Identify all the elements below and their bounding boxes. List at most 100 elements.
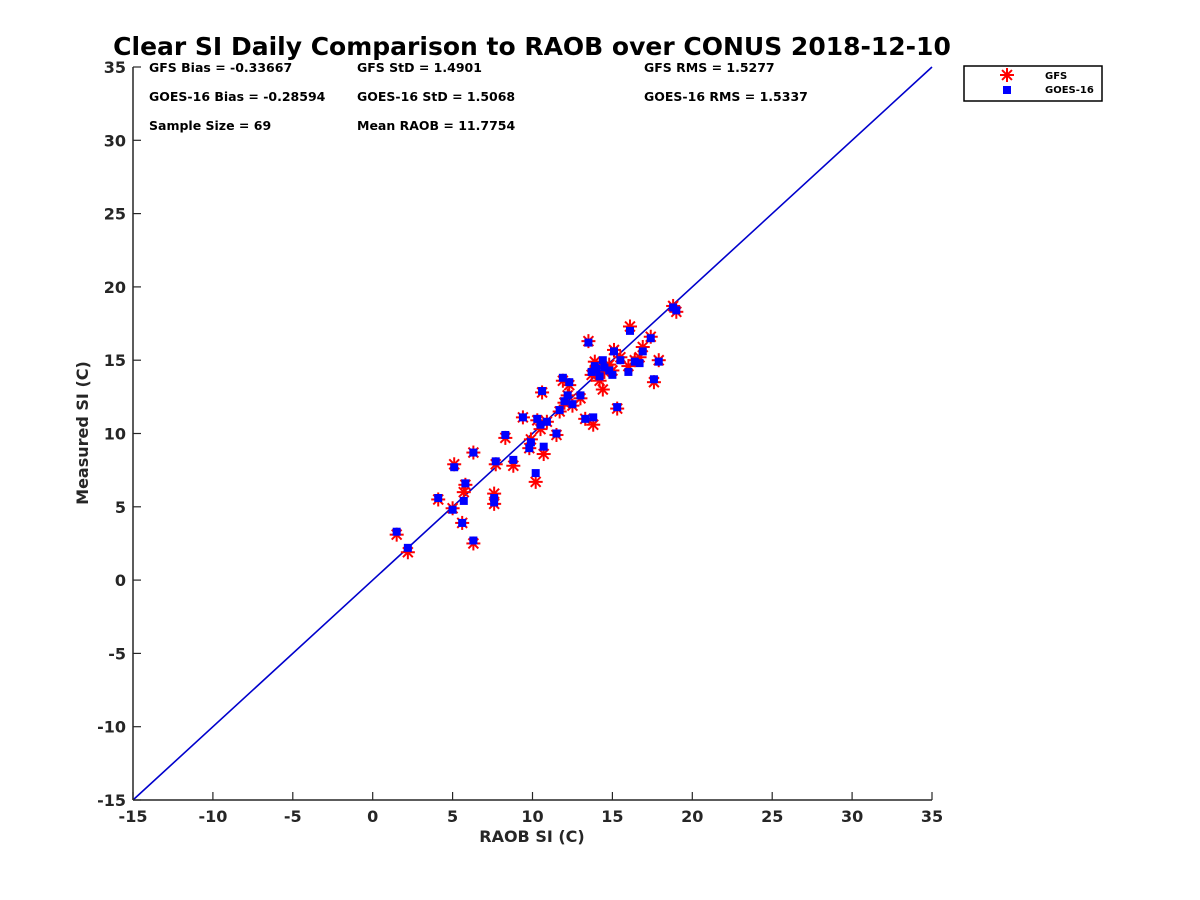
goes16-point	[490, 498, 499, 507]
y-tick-label: -10	[97, 718, 126, 737]
goes16-point	[450, 463, 459, 472]
x-tick-label: -15	[119, 807, 148, 826]
goes16-point	[576, 391, 585, 400]
goes16-point	[624, 367, 633, 376]
goes16-point	[490, 494, 499, 503]
y-axis-label: Measured SI (C)	[73, 361, 92, 505]
y-tick-label: 0	[115, 571, 126, 590]
x-axis-label: RAOB SI (C)	[479, 827, 584, 846]
y-tick-label: 35	[104, 58, 126, 77]
goes16-point	[609, 347, 618, 356]
goes16-point	[605, 366, 614, 375]
y-tick-label: 25	[104, 205, 126, 224]
stat-annotation: GFS Bias = -0.33667	[149, 60, 292, 75]
goes16-point	[608, 370, 617, 379]
goes16-point	[600, 363, 609, 372]
stat-annotation: Mean RAOB = 11.7754	[357, 118, 515, 133]
goes16-point	[525, 444, 534, 453]
y-tick-label: 20	[104, 278, 126, 297]
goes16-point	[563, 391, 572, 400]
goes16-point	[392, 527, 401, 536]
goes16-point	[638, 347, 647, 356]
gfs-point	[536, 447, 551, 462]
goes16-point	[598, 356, 607, 365]
legend-gfs-asterisk	[1000, 68, 1014, 82]
x-tick-label: 20	[681, 807, 703, 826]
goes16-point	[625, 326, 634, 335]
stat-annotation: Sample Size = 69	[149, 118, 271, 133]
gfs-point	[595, 382, 610, 397]
goes16-point	[459, 496, 468, 505]
goes16-point	[646, 334, 655, 343]
goes16-point	[539, 442, 548, 451]
goes16-point	[672, 306, 681, 315]
y-tick-label: 10	[104, 425, 126, 444]
goes16-point	[552, 429, 561, 438]
goes16-point	[469, 448, 478, 457]
goes16-point	[654, 357, 663, 366]
goes16-point	[501, 430, 510, 439]
goes16-point	[518, 413, 527, 422]
goes16-point	[595, 372, 604, 381]
goes16-point	[526, 438, 535, 447]
y-tick-label: 15	[104, 351, 126, 370]
goes16-point	[635, 359, 644, 368]
x-tick-label: 10	[521, 807, 543, 826]
legend-box	[963, 65, 1103, 102]
y-tick-label: 30	[104, 131, 126, 150]
stat-annotation: GOES-16 RMS = 1.5337	[644, 89, 808, 104]
stat-annotation: GFS RMS = 1.5277	[644, 60, 775, 75]
stat-annotation: GOES-16 Bias = -0.28594	[149, 89, 326, 104]
goes16-point	[613, 403, 622, 412]
x-tick-label: -10	[198, 807, 227, 826]
y-tick-label: 5	[115, 498, 126, 517]
goes16-point	[555, 406, 564, 415]
x-tick-label: -5	[284, 807, 302, 826]
stat-annotation: GOES-16 StD = 1.5068	[357, 89, 515, 104]
gfs-point	[528, 474, 543, 489]
goes16-point	[536, 420, 545, 429]
x-axis-ticks: -15 -10 -5 0 5 10 15 20 25 30 35	[119, 792, 943, 826]
goes16-point	[434, 494, 443, 503]
x-tick-label: 15	[601, 807, 623, 826]
goes16-point	[649, 375, 658, 384]
goes16-point	[531, 469, 540, 478]
goes16-point	[542, 417, 551, 426]
goes16-point	[630, 357, 639, 366]
y-tick-label: -15	[97, 791, 126, 810]
goes16-point	[469, 536, 478, 545]
goes16-point	[538, 386, 547, 395]
legend-gfs-marker	[1000, 68, 1014, 82]
y-axis-ticks: -15 -10 -5 0 5 10 15 20 25 30 35	[97, 58, 141, 810]
statistics-annotations: GFS Bias = -0.33667 GFS StD = 1.4901 GFS R…	[149, 60, 808, 133]
goes16-point	[616, 356, 625, 365]
goes16-point	[560, 397, 569, 406]
reference-line-group	[132, 66, 933, 801]
data-points	[389, 298, 684, 560]
goes16-point	[592, 364, 601, 373]
x-tick-label: 25	[761, 807, 783, 826]
stat-annotation: GFS StD = 1.4901	[357, 60, 482, 75]
y-tick-label: -5	[108, 644, 126, 663]
goes16-point	[581, 414, 590, 423]
goes16-point	[584, 338, 593, 347]
goes16-point	[403, 543, 412, 552]
legend: GFS GOES-16	[963, 65, 1103, 102]
chart-title: Clear SI Daily Comparison to RAOB over C…	[113, 32, 951, 61]
goes16-point	[533, 414, 542, 423]
one-to-one-line	[132, 66, 933, 801]
x-tick-label: 5	[447, 807, 458, 826]
legend-goes16-label: GOES-16	[1045, 85, 1094, 96]
legend-goes16-marker	[1003, 86, 1011, 94]
x-tick-label: 35	[921, 807, 943, 826]
goes16-point	[461, 479, 470, 488]
legend-gfs-label: GFS	[1045, 71, 1067, 82]
goes16-point	[458, 518, 467, 527]
goes16-point	[558, 373, 567, 382]
x-tick-label: 0	[367, 807, 378, 826]
goes16-point	[491, 457, 500, 466]
goes16-point	[509, 455, 518, 464]
goes16-point	[589, 413, 598, 422]
x-tick-label: 30	[841, 807, 863, 826]
